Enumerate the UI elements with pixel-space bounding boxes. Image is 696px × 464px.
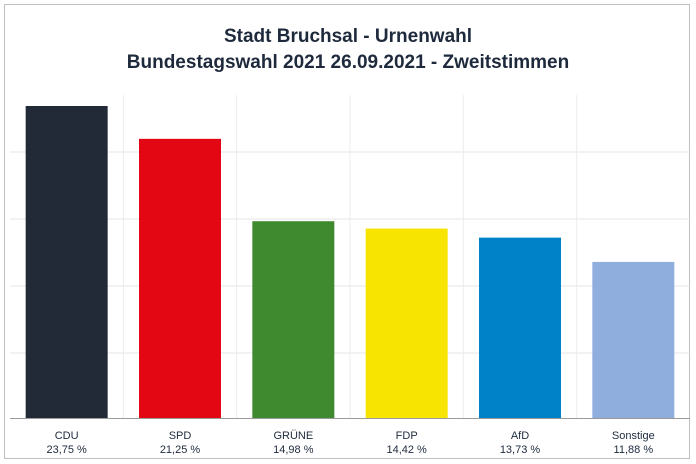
bar-gr-ne bbox=[252, 221, 335, 418]
value-label-2: 21,25 % bbox=[160, 444, 201, 456]
x-tick-label-6: Sonstige bbox=[612, 430, 655, 442]
chart-title: Stadt Bruchsal - Urnenwahl Bundestagswah… bbox=[0, 24, 696, 76]
bar-cdu bbox=[25, 106, 108, 418]
value-label-3: 14,98 % bbox=[273, 444, 314, 456]
value-label-4: 14,42 % bbox=[386, 444, 427, 456]
value-label-1: 23,75 % bbox=[46, 444, 87, 456]
bar-afd bbox=[479, 237, 561, 418]
x-tick-label-2: SPD bbox=[169, 430, 192, 442]
chart-frame bbox=[4, 4, 690, 459]
x-tick-label-4: FDP bbox=[396, 430, 418, 442]
value-label-6: 11,88 % bbox=[614, 444, 654, 456]
bar-sonstige bbox=[592, 261, 675, 418]
chart-title-line-2: Bundestagswahl 2021 26.09.2021 - Zweitst… bbox=[126, 52, 570, 73]
x-tick-label-5: AfD bbox=[511, 430, 529, 442]
x-tick-label-1: CDU bbox=[55, 430, 79, 442]
bar-fdp bbox=[365, 228, 448, 418]
bar-spd bbox=[139, 138, 221, 418]
x-tick-label-3: GRÜNE bbox=[273, 430, 313, 442]
value-label-5: 13,73 % bbox=[500, 444, 541, 456]
chart-title-line-1: Stadt Bruchsal - Urnenwahl bbox=[223, 26, 473, 47]
